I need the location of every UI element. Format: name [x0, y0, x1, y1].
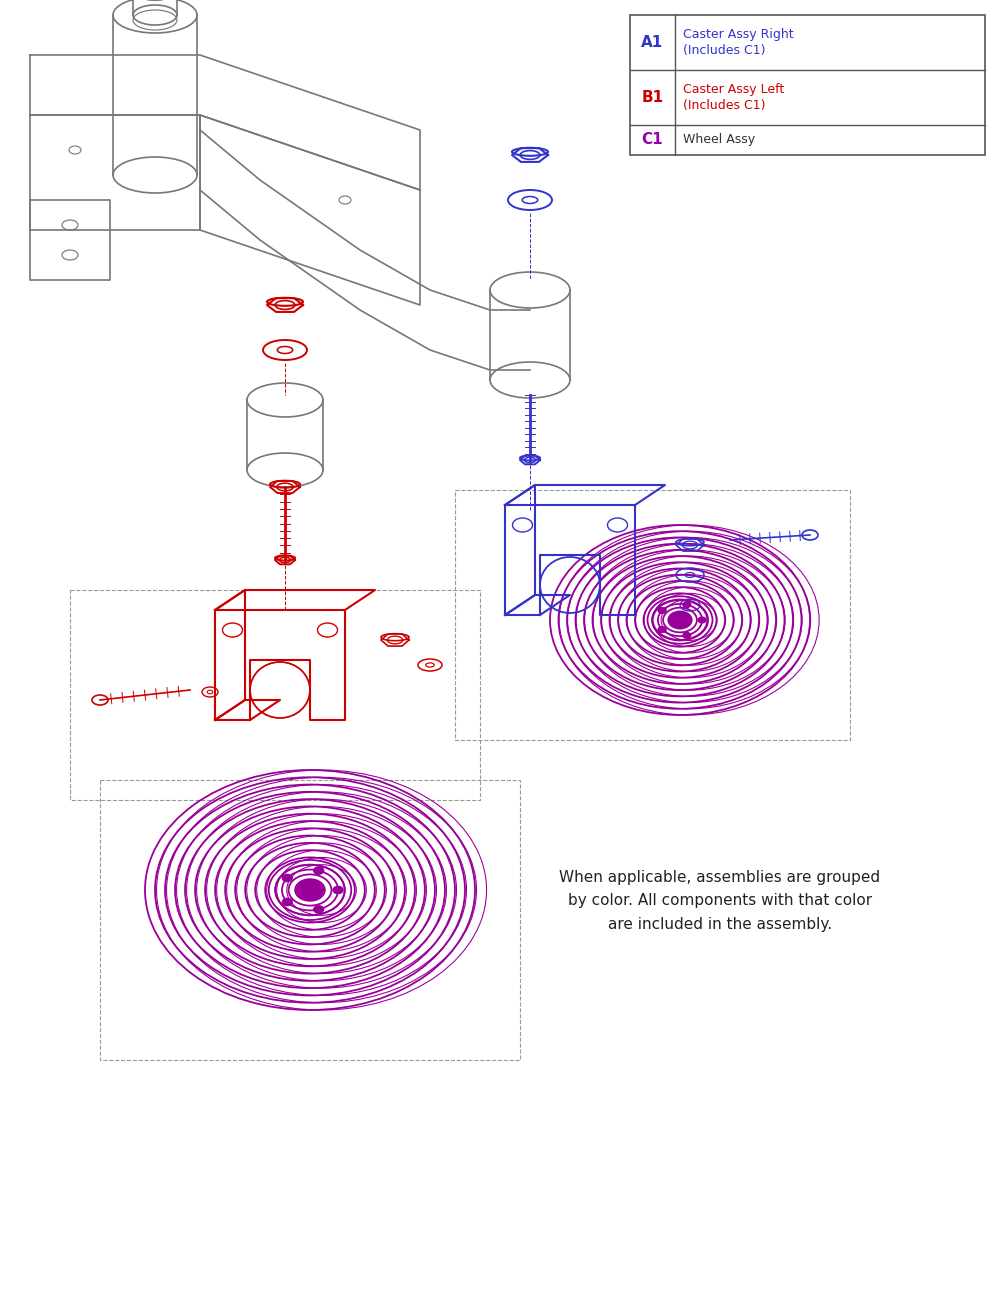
Ellipse shape	[658, 626, 666, 633]
Ellipse shape	[333, 886, 343, 894]
Text: C1: C1	[642, 132, 663, 148]
Ellipse shape	[670, 613, 690, 627]
Ellipse shape	[658, 608, 666, 613]
Text: Caster Assy Left
(Includes C1): Caster Assy Left (Includes C1)	[683, 84, 784, 112]
Ellipse shape	[683, 633, 691, 638]
Ellipse shape	[314, 867, 324, 874]
Ellipse shape	[282, 898, 292, 906]
Ellipse shape	[698, 617, 706, 623]
Text: Wheel Assy: Wheel Assy	[683, 133, 755, 146]
Ellipse shape	[314, 906, 324, 914]
Bar	[630, 14, 985, 156]
Text: A1: A1	[641, 35, 664, 50]
Text: B1: B1	[641, 90, 664, 105]
Ellipse shape	[297, 881, 323, 899]
Text: When applicable, assemblies are grouped
by color. All components with that color: When applicable, assemblies are grouped …	[559, 870, 881, 932]
Ellipse shape	[282, 874, 292, 882]
Text: Caster Assy Right
(Includes C1): Caster Assy Right (Includes C1)	[683, 27, 794, 58]
Ellipse shape	[683, 601, 691, 608]
